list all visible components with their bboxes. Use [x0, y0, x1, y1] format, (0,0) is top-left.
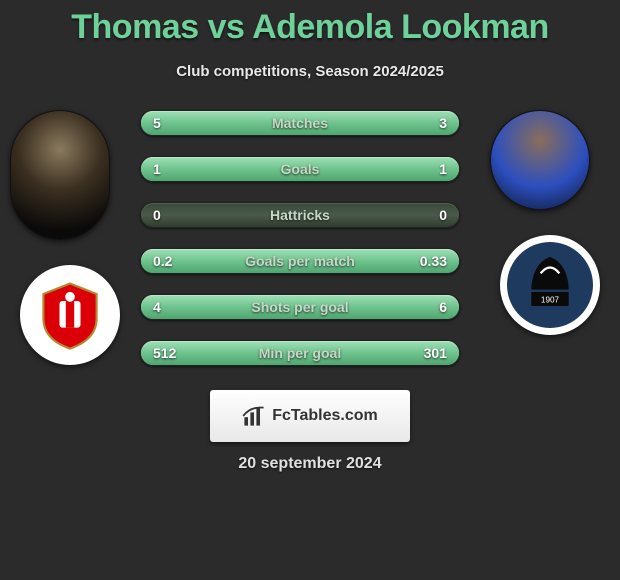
- bar-label: Min per goal: [141, 341, 459, 365]
- fctables-logo-icon: [242, 404, 266, 428]
- stat-bar: Min per goal512 301: [140, 340, 460, 366]
- stat-bars: Matches5 3 Goals1 1 Hattricks0 0 Goals per mat…: [140, 110, 460, 386]
- bar-label: Goals: [141, 157, 459, 181]
- bar-value-right: 0.33: [420, 249, 447, 273]
- stat-bar: Matches5 3: [140, 110, 460, 136]
- bar-value-right: 1: [439, 157, 447, 181]
- stat-bar: Goals1 1: [140, 156, 460, 182]
- bar-value-right: 3: [439, 111, 447, 135]
- bar-label: Matches: [141, 111, 459, 135]
- bar-value-right: 6: [439, 295, 447, 319]
- branding-badge: FcTables.com: [210, 390, 410, 442]
- subtitle: Club competitions, Season 2024/2025: [0, 63, 620, 80]
- bar-value-right: 0: [439, 203, 447, 227]
- bar-value-right: 301: [424, 341, 447, 365]
- atalanta-crest-icon: 1907: [507, 242, 593, 328]
- bar-value-left: 5: [153, 111, 161, 135]
- bar-value-left: 0: [153, 203, 161, 227]
- stat-bar: Goals per match0.2 0.33: [140, 248, 460, 274]
- bar-value-left: 0.2: [153, 249, 172, 273]
- stat-bar: Hattricks0 0: [140, 202, 460, 228]
- bar-value-left: 4: [153, 295, 161, 319]
- date-label: 20 september 2024: [0, 455, 620, 473]
- player-right-avatar: [490, 110, 590, 210]
- bar-label: Shots per goal: [141, 295, 459, 319]
- bar-label: Goals per match: [141, 249, 459, 273]
- stat-bar: Shots per goal4 6: [140, 294, 460, 320]
- club-left-crest: [20, 265, 120, 365]
- club-right-crest: 1907: [500, 235, 600, 335]
- branding-text: FcTables.com: [272, 407, 378, 425]
- page-title: Thomas vs Ademola Lookman: [0, 0, 620, 47]
- arsenal-crest-icon: [35, 280, 105, 350]
- player-left-avatar: [10, 110, 110, 240]
- svg-text:1907: 1907: [541, 296, 560, 305]
- bar-value-left: 512: [153, 341, 176, 365]
- bar-label: Hattricks: [141, 203, 459, 227]
- bar-value-left: 1: [153, 157, 161, 181]
